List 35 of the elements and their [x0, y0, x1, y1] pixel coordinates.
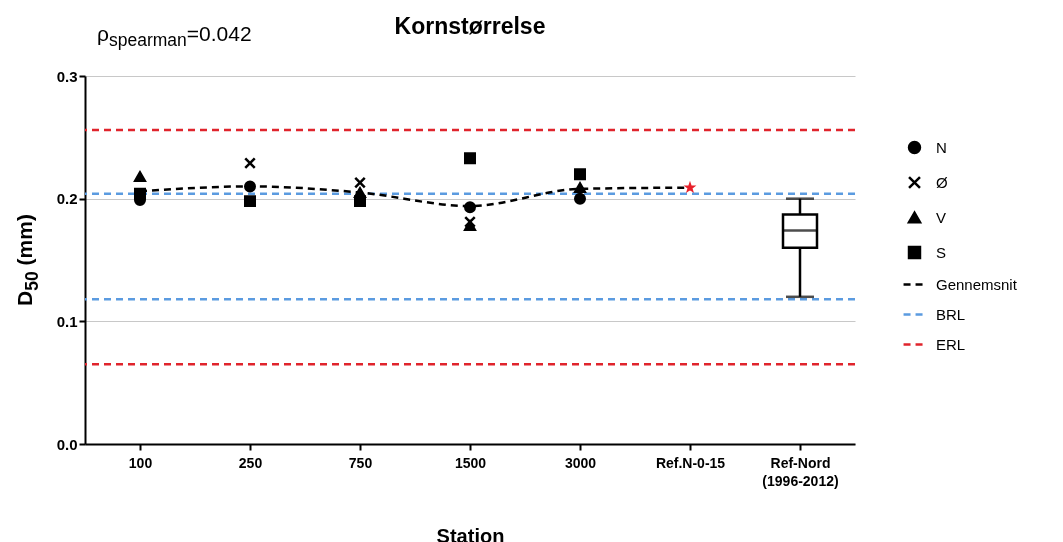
point — [464, 201, 476, 214]
legend-label: ERL — [936, 335, 966, 353]
x-tick-label: 100 — [128, 454, 153, 471]
point — [574, 182, 586, 193]
x-tick-label: 750 — [348, 454, 373, 471]
point — [244, 195, 256, 208]
legend-label: BRL — [936, 305, 966, 323]
point — [574, 192, 586, 205]
point — [464, 152, 476, 165]
y-tick-label: 0.1 — [56, 312, 78, 330]
x-axis-title: Station — [436, 524, 505, 542]
x-tick-label: 3000 — [564, 454, 597, 471]
y-tick-label: 0.3 — [56, 67, 78, 85]
legend-label: Ø — [936, 173, 948, 191]
point — [244, 157, 256, 170]
point — [354, 195, 366, 208]
point — [354, 176, 366, 189]
x-tick-label: 1500 — [454, 454, 487, 471]
point — [134, 187, 146, 200]
point — [574, 168, 586, 181]
x-tick-label: Ref-Nord (1996-2012) — [762, 454, 839, 489]
legend-label: Gennemsnit — [936, 275, 1018, 293]
chart-title: Kornstørrelse — [394, 13, 546, 39]
point — [244, 180, 256, 193]
legend-label: V — [936, 208, 947, 226]
legend-label: S — [936, 243, 947, 261]
y-tick-label: 0.0 — [56, 435, 78, 453]
x-tick-label: Ref.N-0-15 — [655, 454, 726, 471]
point — [464, 215, 476, 228]
point — [134, 171, 146, 182]
legend-label: N — [936, 138, 947, 156]
y-tick-label: 0.2 — [56, 190, 78, 208]
point — [464, 220, 476, 232]
x-tick-label: 250 — [238, 454, 263, 471]
chart-subtitle: ρ$_{spearman}$=0.042 — [97, 22, 252, 52]
